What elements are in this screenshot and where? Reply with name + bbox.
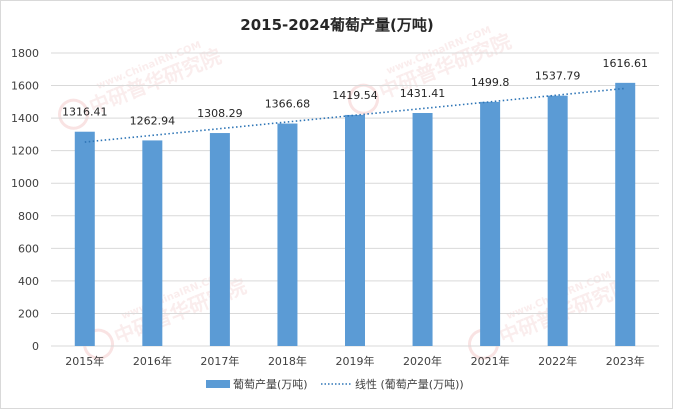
x-tick-label: 2022年 [538, 354, 577, 368]
data-label: 1262.94 [130, 114, 176, 127]
trendline [84, 87, 626, 143]
legend: 葡萄产量(万吨) 线性 (葡萄产量(万吨)) [206, 377, 464, 391]
bar [345, 114, 365, 346]
chart-title: 2015-2024葡萄产量(万吨) [240, 16, 433, 34]
x-tick-label: 2017年 [200, 354, 239, 368]
y-tick-label: 1600 [11, 80, 39, 93]
y-tick-label: 0 [32, 340, 39, 353]
x-tick-label: 2018年 [268, 354, 307, 368]
y-tick-label: 200 [18, 307, 39, 320]
data-label: 1537.79 [535, 70, 581, 83]
legend-label-trendline: 线性 (葡萄产量(万吨)) [355, 377, 464, 391]
x-tick-label: 2015年 [65, 354, 104, 368]
bar [277, 123, 298, 346]
watermark-logo-icon [58, 98, 90, 130]
watermark-logo-icon [348, 83, 380, 115]
bar [547, 95, 568, 346]
data-label: 1431.41 [400, 87, 446, 100]
y-tick-label: 1800 [11, 47, 39, 60]
x-tick-label: 2023年 [606, 354, 645, 368]
legend-label-series: 葡萄产量(万吨) [233, 377, 308, 391]
x-tick-label: 2020年 [403, 354, 442, 368]
data-label: 1366.68 [265, 98, 311, 111]
y-tick-label: 400 [18, 275, 39, 288]
y-tick-label: 800 [18, 210, 39, 223]
x-tick-label: 2016年 [133, 354, 172, 368]
y-axis: 0 200 400 600 800 1000 1200 1400 1600 1800 [11, 47, 39, 353]
bar [412, 112, 433, 346]
bar [74, 131, 95, 346]
bar [142, 140, 163, 346]
data-label: 1616.61 [602, 57, 648, 70]
trendline-layer [84, 87, 626, 143]
y-tick-label: 1200 [11, 145, 39, 158]
legend-swatch-bar [206, 380, 230, 388]
data-label: 1499.8 [471, 76, 510, 89]
bars [74, 82, 636, 347]
data-label: 1316.41 [62, 106, 108, 119]
data-label: 1419.54 [332, 89, 378, 102]
bar [209, 133, 230, 346]
bar [480, 101, 501, 346]
x-tick-label: 2021年 [471, 354, 510, 368]
x-axis: 2015年 2016年 2017年 2018年 2019年 2020年 2021年 2022年… [65, 354, 644, 368]
y-tick-label: 1000 [11, 177, 39, 190]
data-label: 1308.29 [197, 107, 243, 120]
y-tick-label: 600 [18, 242, 39, 255]
y-tick-label: 1400 [11, 112, 39, 125]
x-tick-label: 2019年 [336, 354, 375, 368]
data-labels: 1316.41 1262.94 1308.29 1366.68 1419.54 1431.… [62, 57, 648, 128]
bar [615, 82, 636, 347]
